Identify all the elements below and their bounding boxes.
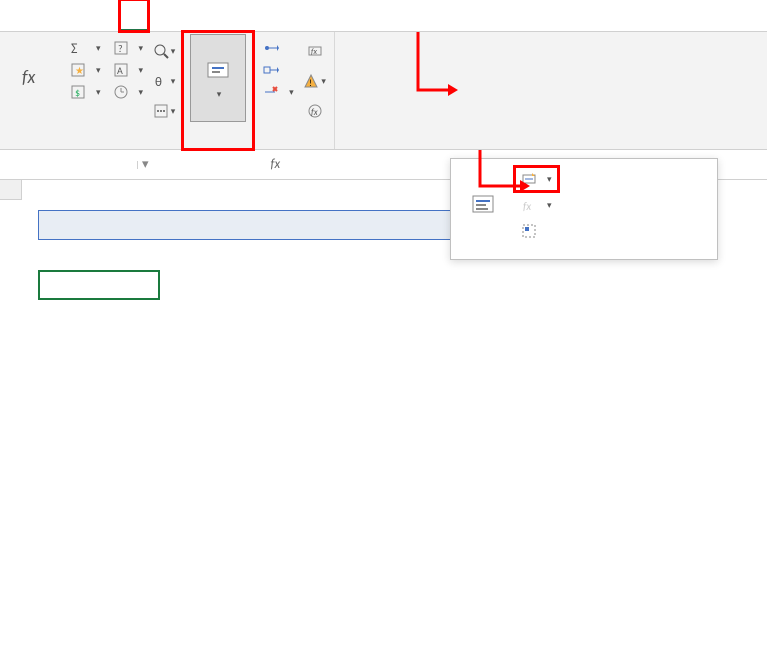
- svg-text:!: !: [309, 78, 312, 89]
- financial-button[interactable]: $: [66, 82, 105, 102]
- svg-text:fx: fx: [22, 66, 35, 88]
- svg-text:fx: fx: [523, 200, 531, 213]
- defined-names-popup: fx: [450, 158, 718, 260]
- title-banner: [38, 210, 468, 240]
- namebox-dropdown-icon[interactable]: ▾: [138, 157, 153, 172]
- selected-cell-indicator: [38, 270, 160, 300]
- error-checking-icon[interactable]: !: [302, 68, 328, 94]
- clock-icon: [113, 84, 129, 100]
- ribbon: fx Σ ★ $ ?: [0, 32, 767, 150]
- group-label-formula-auditing: [259, 143, 328, 147]
- group-label-function-library: [6, 143, 177, 147]
- svg-text:A: A: [117, 64, 123, 77]
- name-box[interactable]: [0, 161, 138, 169]
- svg-text:θ: θ: [155, 75, 162, 89]
- tab-file[interactable]: [8, 0, 36, 31]
- create-selection-icon: [521, 223, 537, 239]
- select-all-corner[interactable]: [0, 180, 22, 200]
- svg-text:★: ★: [75, 64, 84, 77]
- name-tag-icon: [204, 57, 232, 85]
- logical-icon: ?: [113, 40, 129, 56]
- trace-precedents-button[interactable]: [259, 38, 298, 58]
- tab-view[interactable]: [204, 0, 232, 31]
- tab-home[interactable]: [36, 0, 64, 31]
- ribbon-tabs: [0, 0, 767, 32]
- text-button[interactable]: A: [109, 60, 148, 80]
- remove-arrows-icon: [263, 84, 279, 100]
- star-icon: ★: [70, 62, 86, 78]
- trace-dependents-icon: [263, 62, 279, 78]
- popup-group-label: [455, 251, 713, 255]
- insert-function-button[interactable]: fx: [6, 34, 62, 122]
- name-manager-button[interactable]: [455, 163, 511, 251]
- tab-formulas[interactable]: [120, 0, 148, 31]
- tab-data[interactable]: [148, 0, 176, 31]
- financial-icon: $: [70, 84, 86, 100]
- math-icon[interactable]: θ: [151, 68, 177, 94]
- sigma-icon: Σ: [70, 40, 86, 56]
- tab-review[interactable]: [176, 0, 204, 31]
- tab-page-layout[interactable]: [92, 0, 120, 31]
- svg-text:Σ: Σ: [71, 40, 78, 56]
- fx-icon[interactable]: fx: [263, 157, 289, 172]
- lookup-icon[interactable]: [151, 38, 177, 64]
- evaluate-formula-icon[interactable]: fx: [302, 98, 328, 124]
- text-icon: A: [113, 62, 129, 78]
- define-name-icon: [521, 171, 537, 187]
- svg-text:fx: fx: [311, 47, 317, 57]
- more-functions-icon[interactable]: [151, 98, 177, 124]
- trace-precedents-icon: [263, 40, 279, 56]
- autosum-button[interactable]: Σ: [66, 38, 105, 58]
- date-time-button[interactable]: [109, 82, 148, 102]
- trace-dependents-button[interactable]: [259, 60, 298, 80]
- create-from-selection-button[interactable]: [515, 219, 558, 243]
- logical-button[interactable]: ?: [109, 38, 148, 58]
- svg-text:$: $: [75, 86, 80, 99]
- svg-text:?: ?: [118, 42, 123, 55]
- use-in-formula-icon: fx: [521, 197, 537, 213]
- tab-insert[interactable]: [64, 0, 92, 31]
- remove-arrows-button[interactable]: [259, 82, 298, 102]
- recently-used-button[interactable]: ★: [66, 60, 105, 80]
- show-formulas-icon[interactable]: fx: [302, 38, 328, 64]
- define-name-button[interactable]: [515, 167, 558, 191]
- use-in-formula-button: fx: [515, 193, 558, 217]
- svg-text:fx: fx: [311, 107, 318, 118]
- defined-names-button[interactable]: [190, 34, 246, 122]
- name-manager-icon: [469, 192, 497, 220]
